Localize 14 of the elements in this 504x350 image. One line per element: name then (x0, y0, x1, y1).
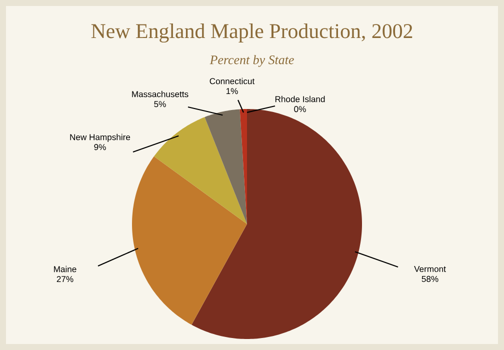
slice-label: Massachusetts (132, 90, 188, 98)
chart-subtitle: Percent by State (210, 55, 294, 67)
slice-label: Vermont (414, 266, 446, 272)
data-label: 1% (226, 88, 238, 94)
data-label: 58% (422, 276, 438, 282)
slice-label: New Hampshire (70, 134, 130, 142)
slice-label: Connecticut (210, 78, 255, 84)
slice-label: Maine (54, 266, 76, 272)
data-label: 5% (154, 101, 166, 108)
chart-title: New England Maple Production, 2002 (91, 23, 412, 43)
category-label: Rhode Island (275, 96, 325, 102)
text: 0% (294, 106, 306, 112)
data-label: 9% (94, 144, 106, 150)
data-label: 27% (56, 276, 74, 282)
